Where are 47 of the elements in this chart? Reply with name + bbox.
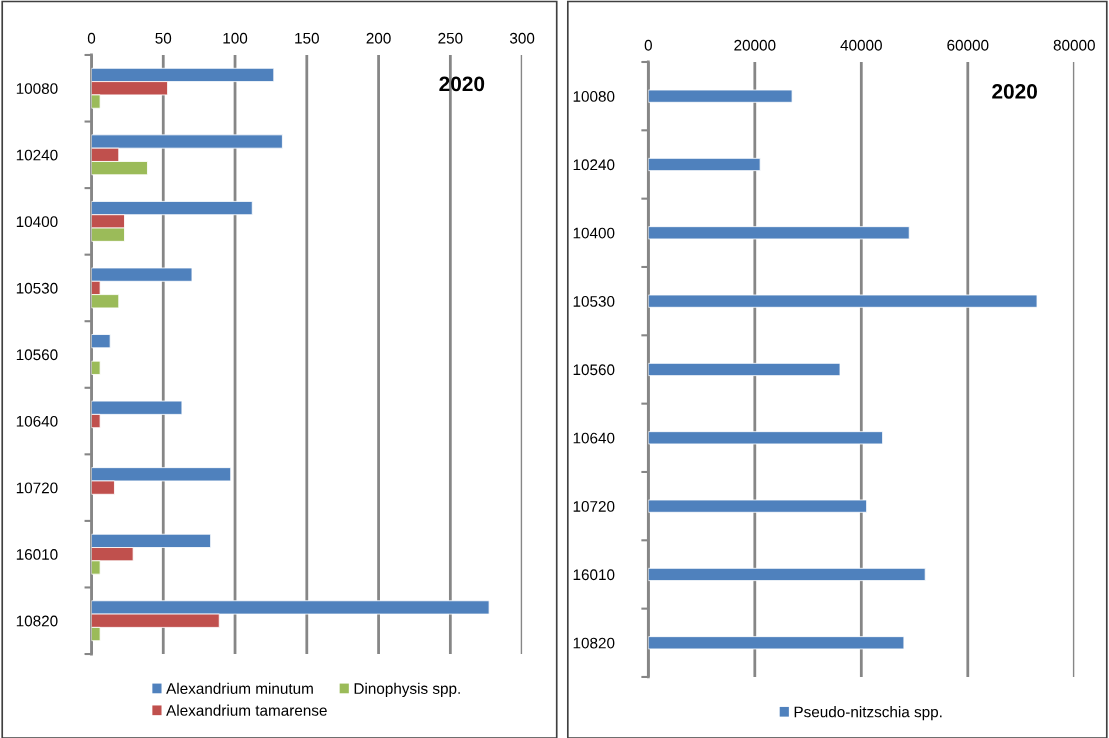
- x-tick-label: 250: [438, 32, 463, 44]
- x-tick-label: 0: [644, 39, 652, 51]
- x-tick-label: 50: [155, 32, 172, 44]
- bar: [648, 567, 926, 582]
- annotation: 2020: [992, 84, 1037, 99]
- y-tick-label: 10640: [573, 432, 615, 444]
- bar: [648, 226, 910, 240]
- bar: [648, 89, 793, 103]
- y-tick-label: 10720: [16, 482, 58, 494]
- y-tick-label: 10400: [573, 227, 615, 239]
- bar: [648, 362, 841, 377]
- x-tick-label: 200: [366, 32, 391, 44]
- bar: [648, 499, 868, 513]
- x-tick-label: 60000: [947, 39, 989, 51]
- bar: [648, 157, 761, 172]
- bar: [91, 360, 101, 375]
- x-tick-label: 40000: [840, 39, 882, 51]
- y-tick-label: 16010: [16, 549, 58, 560]
- y-tick-label: 10530: [573, 296, 615, 307]
- y-tick-label: 16010: [573, 569, 615, 581]
- legend-label: Dinophysis spp.: [354, 682, 460, 697]
- x-tick-label: 20000: [734, 39, 776, 51]
- legend-label: Pseudo-nitzschia spp.: [794, 706, 942, 721]
- legend-label: Alexandrium minutum: [166, 682, 313, 694]
- x-tick-label: 300: [509, 32, 535, 44]
- y-tick-label: 10400: [16, 216, 58, 228]
- y-tick-label: 10530: [16, 282, 58, 294]
- y-tick-label: 10240: [573, 159, 615, 171]
- annotation: 2020: [439, 76, 485, 92]
- bar: [91, 334, 111, 349]
- y-tick-label: 10080: [16, 83, 58, 94]
- y-tick-label: 10640: [16, 415, 58, 427]
- x-tick-label: 0: [87, 32, 96, 44]
- legend-label: Alexandrium tamarense: [166, 704, 327, 716]
- y-tick-label: 10820: [16, 615, 58, 627]
- y-tick-label: 10080: [573, 91, 615, 102]
- y-tick-label: 10240: [16, 149, 58, 161]
- bar: [648, 294, 1038, 308]
- x-tick-label: 100: [223, 32, 248, 44]
- y-tick-label: 10560: [573, 364, 615, 376]
- x-tick-label: 150: [295, 32, 319, 44]
- y-tick-label: 10720: [573, 501, 615, 512]
- bar: [648, 636, 905, 650]
- x-tick-label: 80000: [1053, 39, 1095, 51]
- bar: [648, 431, 884, 445]
- y-tick-label: 10820: [573, 637, 615, 649]
- y-tick-label: 10560: [16, 349, 58, 361]
